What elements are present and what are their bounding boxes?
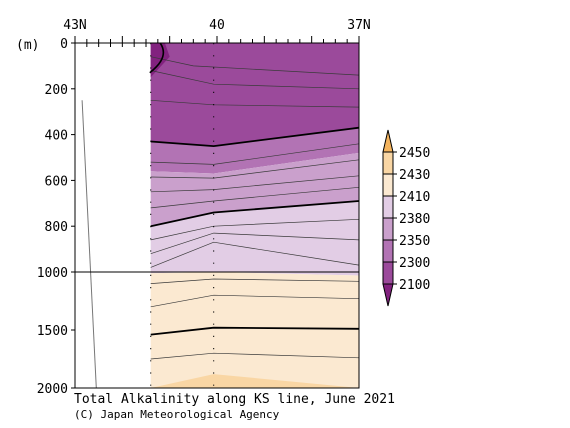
band-2100-2300 (150, 43, 359, 147)
contour-line (150, 56, 359, 76)
contour-line (150, 278, 359, 284)
band-2410-2430 (150, 272, 359, 388)
band-2430-2450 (150, 374, 359, 388)
band-2350-2380 (150, 152, 359, 227)
contour-line (150, 70, 359, 90)
contour-line (150, 241, 359, 268)
y-tick-label: 1500 (37, 324, 68, 339)
colorbar-segment (382, 173, 394, 197)
x-tick-label: 40 (209, 18, 225, 33)
chart-credit: (C) Japan Meteorological Agency (74, 408, 280, 421)
contour-line (150, 143, 359, 165)
colorbar-label: 2410 (399, 190, 430, 205)
colorbar-label: 2380 (399, 212, 430, 227)
colorbar: 2450 2430 2410 2380 2350 2300 2100 (382, 129, 430, 307)
y-tick-label: 800 (45, 220, 68, 235)
colorbar-arrow-bottom (382, 283, 394, 307)
seafloor-line (81, 100, 97, 389)
colorbar-segment (382, 151, 394, 175)
colorbar-label: 2450 (399, 146, 430, 161)
x-tick-label: 37N (347, 18, 370, 33)
contour-line-2410 (150, 326, 359, 336)
y-axis-unit: (m) (16, 38, 39, 53)
axes: 43N 40 37N 0 200 400 600 800 1000 1500 2000 (37, 18, 371, 397)
x-tick-label: 43N (63, 18, 86, 33)
colorbar-segment (382, 195, 394, 219)
contour-line-surface (149, 43, 165, 74)
y-tick-label: 0 (60, 37, 68, 52)
y-tick-label: 400 (45, 129, 68, 144)
y-tick-label: 2000 (37, 382, 68, 397)
y-tick-label: 200 (45, 83, 68, 98)
colorbar-arrow-top (382, 129, 394, 153)
y-tick-label: 600 (45, 174, 68, 189)
contour-line-2300 (150, 126, 359, 148)
colorbar-label: 2430 (399, 168, 430, 183)
colorbar-label: 2300 (399, 256, 430, 271)
contour-lines (149, 43, 359, 360)
contour-line (150, 186, 359, 209)
colorbar-label: 2350 (399, 234, 430, 249)
colorbar-segment (382, 261, 394, 285)
y-tick-label: 1000 (37, 266, 68, 281)
band-2300-2350 (150, 127, 359, 174)
contour-line-2350 (150, 200, 359, 228)
contour-line (150, 294, 359, 308)
contour-line (150, 232, 359, 255)
contour-line (150, 352, 359, 360)
colorbar-segment (382, 217, 394, 241)
chart-title: Total Alkalinity along KS line, June 202… (74, 392, 395, 407)
alkalinity-bands (150, 43, 359, 388)
colorbar-segment (382, 239, 394, 263)
colorbar-label: 2100 (399, 278, 430, 293)
